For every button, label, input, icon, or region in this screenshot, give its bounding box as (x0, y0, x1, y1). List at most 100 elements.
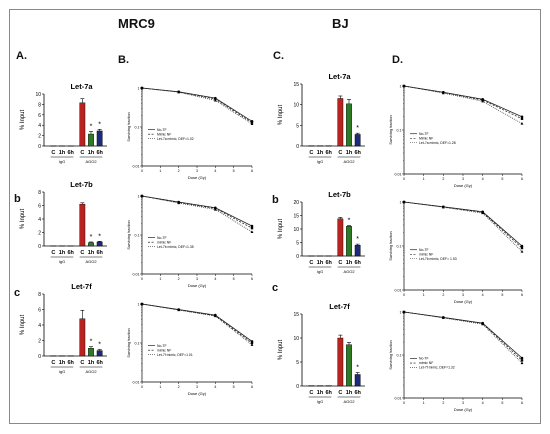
data-point (402, 310, 406, 314)
y-tick-label: 5 (296, 123, 299, 129)
significance-star: * (98, 233, 101, 240)
legend-entry: Let-7b mimic, DEF=1.35 (157, 245, 194, 249)
series-line (403, 311, 523, 364)
y-tick-label: 20 (293, 200, 299, 206)
group-label: AGO2 (343, 269, 355, 274)
panel-label-d: D. (392, 54, 403, 66)
bar (88, 242, 94, 247)
significance-star: * (98, 121, 101, 128)
series-line (403, 85, 523, 120)
x-tick-label: 2 (178, 385, 180, 389)
bar (325, 385, 332, 387)
y-tick-label: 15 (293, 214, 299, 220)
bar (354, 134, 361, 147)
data-point (140, 302, 144, 306)
x-tick-label: 1h (317, 260, 324, 266)
x-tick-label: 4 (482, 177, 484, 181)
significance-star: * (348, 217, 351, 224)
chart-title: Let-7a (328, 72, 351, 81)
legend-entry: mimic NF (157, 240, 171, 244)
data-point (177, 90, 181, 94)
x-tick-label: 4 (214, 385, 216, 389)
series-line (141, 87, 253, 122)
x-tick-label: 2 (178, 277, 180, 281)
y-tick-label: 0 (296, 384, 299, 390)
x-tick-label: C (51, 250, 55, 256)
data-point (520, 359, 524, 362)
x-tick-label: 5 (233, 385, 235, 389)
x-tick-label: 6h (67, 150, 74, 156)
data-point (250, 226, 254, 230)
significance-star: * (98, 341, 101, 348)
data-point (213, 98, 217, 102)
x-tick-label: 6 (521, 401, 523, 405)
chart-title: Let-7b (70, 180, 93, 189)
significance-star: * (90, 339, 93, 346)
legend-entry: mimic NF (419, 252, 433, 256)
legend-entry: No-TF (419, 357, 429, 361)
significance-star: * (356, 236, 359, 243)
x-tick-label: 3 (196, 385, 198, 389)
y-tick-label: 0 (38, 354, 41, 360)
x-tick-label: 3 (462, 177, 464, 181)
significance-star: * (356, 125, 359, 132)
y-axis-label: % Input (278, 105, 284, 126)
data-point (481, 322, 485, 326)
y-tick-label: 0 (38, 144, 41, 150)
x-tick-label: 2 (178, 169, 180, 173)
y-tick-label: 15 (293, 82, 299, 88)
data-point (520, 115, 524, 119)
legend-entry: Let-7a mimic, DEF=1.28 (419, 141, 456, 145)
data-point (520, 246, 524, 250)
legend-entry: Let-7f mimic, DEF=1.32 (419, 366, 455, 370)
x-tick-label: C (338, 260, 342, 266)
y-tick-label: 10 (293, 336, 299, 342)
y-tick-label: 1 (138, 303, 140, 307)
series-line (403, 85, 523, 124)
x-tick-label: C (51, 360, 55, 366)
series-line (141, 303, 253, 342)
series-line (403, 85, 523, 118)
y-tick-label: 1 (400, 201, 402, 205)
chart-title: Let-7a (70, 82, 93, 91)
x-tick-label: 1 (423, 293, 425, 297)
x-tick-label: 5 (501, 293, 503, 297)
significance-star: * (90, 123, 93, 130)
x-tick-label: 1h (317, 390, 324, 396)
x-tick-label: 1h (88, 250, 95, 256)
x-tick-label: 1h (59, 250, 66, 256)
x-tick-label: 1h (88, 360, 95, 366)
y-tick-label: 6 (38, 308, 41, 314)
x-tick-label: 4 (214, 277, 216, 281)
y-axis-label: % Input (278, 340, 284, 361)
bar (325, 255, 332, 257)
x-tick-label: 0 (141, 385, 143, 389)
y-tick-label: 6 (38, 113, 41, 119)
x-tick-label: 1h (346, 390, 353, 396)
bar (59, 355, 65, 357)
x-axis-label: Dose (Gy) (188, 283, 207, 288)
y-axis-label: Surviving fraction (389, 115, 393, 144)
x-axis-label: Dose (Gy) (188, 175, 207, 180)
y-tick-label: 0.01 (395, 289, 402, 293)
legend-entry: Mimic NF (419, 136, 433, 140)
y-tick-label: 0.1 (397, 245, 402, 249)
x-tick-label: 6h (96, 150, 103, 156)
y-tick-label: 5 (296, 360, 299, 366)
data-point (520, 361, 524, 365)
x-tick-label: 0 (403, 293, 405, 297)
series-line (141, 87, 253, 125)
significance-star: * (90, 234, 93, 241)
x-tick-label: 6h (96, 360, 103, 366)
x-tick-label: 1 (159, 277, 161, 281)
bar (67, 355, 74, 357)
data-point (140, 86, 144, 90)
data-point (441, 205, 445, 209)
y-tick-label: 10 (293, 227, 299, 233)
y-tick-label: 5 (296, 241, 299, 247)
data-point (520, 249, 524, 253)
bar (337, 218, 344, 257)
group-label: IgG (59, 259, 65, 264)
